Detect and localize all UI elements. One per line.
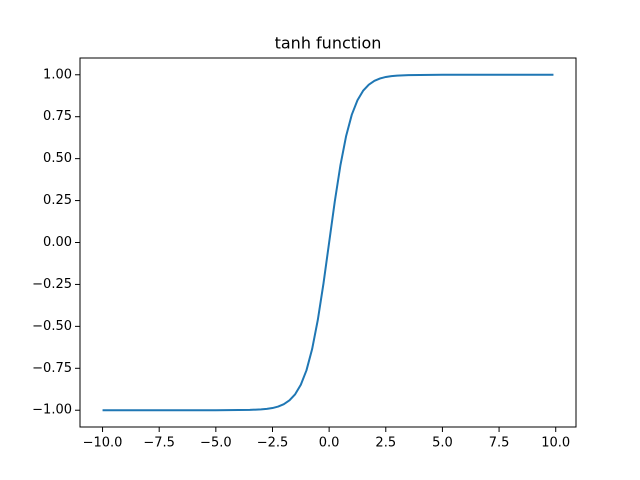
y-tick-label: 0.00 <box>43 235 72 250</box>
x-tick-label: −5.0 <box>200 436 232 451</box>
y-tick-label: −0.75 <box>32 361 72 376</box>
y-tick-label: −0.50 <box>32 319 72 334</box>
line-series <box>102 73 554 412</box>
y-tick-label: 1.00 <box>43 67 72 82</box>
chart-title: tanh function <box>275 34 382 53</box>
y-tick-label: −0.25 <box>32 277 72 292</box>
y-tick-label: 0.25 <box>43 193 72 208</box>
x-tick-label: 10.0 <box>541 436 570 451</box>
x-tick-label: −2.5 <box>257 436 289 451</box>
x-tick-label: 2.5 <box>375 436 396 451</box>
x-tick-label: 5.0 <box>432 436 453 451</box>
x-tick-label: 7.5 <box>489 436 510 451</box>
y-tick-label: 0.50 <box>43 151 72 166</box>
x-tick-label: −7.5 <box>143 436 175 451</box>
x-tick-label: 0.0 <box>319 436 340 451</box>
plot-frame <box>79 57 577 428</box>
y-tick-label: −1.00 <box>32 403 72 418</box>
y-tick-label: 0.75 <box>43 109 72 124</box>
x-tick-label: −10.0 <box>83 436 123 451</box>
